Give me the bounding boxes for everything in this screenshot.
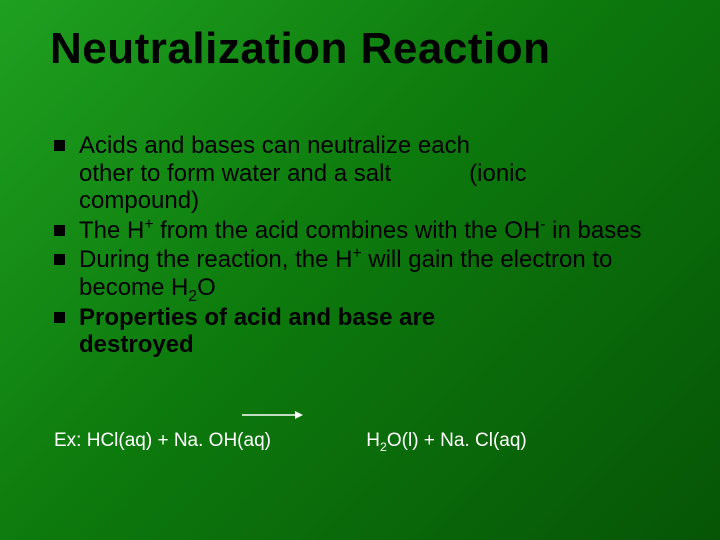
bullet-item: The H+ from the acid combines with the O…: [54, 217, 680, 245]
superscript: +: [352, 245, 361, 262]
text-run: O: [197, 274, 216, 301]
text-run: Properties of acid and base are: [79, 304, 435, 331]
reaction-arrow-icon: [240, 408, 310, 422]
text-run: destroyed: [79, 331, 194, 358]
text-run: O(l) + Na. Cl(aq): [387, 430, 527, 451]
text-run: in bases: [546, 217, 642, 244]
bullet-text: Acids and bases can neutralize each othe…: [79, 132, 680, 215]
bullet-text: During the reaction, the H+ will gain th…: [79, 246, 680, 301]
bullet-item: Acids and bases can neutralize each othe…: [54, 132, 680, 215]
bullet-text: The H+ from the acid combines with the O…: [79, 217, 680, 245]
equation-lhs: Ex: HCl(aq) + Na. OH(aq): [54, 430, 271, 452]
subscript: 2: [380, 440, 387, 454]
text-run: other to form water and a salt: [79, 160, 391, 187]
subscript: 2: [188, 288, 197, 305]
bullet-item: During the reaction, the H+ will gain th…: [54, 246, 680, 301]
slide: Neutralization Reaction Acids and bases …: [0, 0, 720, 540]
bullet-square-icon: [54, 225, 65, 236]
bullet-square-icon: [54, 312, 65, 323]
text-run: During the reaction, the H: [79, 246, 352, 273]
text-run: HCl(aq) + Na. OH(aq): [87, 430, 271, 451]
text-run: Ex:: [54, 430, 87, 451]
bullet-text: Properties of acid and base are destroye…: [79, 304, 680, 359]
bullet-item: Properties of acid and base are destroye…: [54, 304, 680, 359]
bullet-square-icon: [54, 140, 65, 151]
text-run: (ionic: [469, 160, 526, 187]
bullet-list: Acids and bases can neutralize each othe…: [54, 132, 680, 361]
text-run: compound): [79, 187, 199, 214]
example-equation: Ex: HCl(aq) + Na. OH(aq) H2O(l) + Na. Cl…: [54, 430, 680, 452]
bullet-square-icon: [54, 254, 65, 265]
text-run: The H: [79, 217, 144, 244]
text-run: Acids and bases can neutralize each: [79, 132, 470, 159]
equation-rhs: H2O(l) + Na. Cl(aq): [366, 430, 527, 452]
text-run: H: [366, 430, 380, 451]
text-run: from the acid combines with the OH: [153, 217, 540, 244]
slide-title: Neutralization Reaction: [50, 26, 690, 72]
